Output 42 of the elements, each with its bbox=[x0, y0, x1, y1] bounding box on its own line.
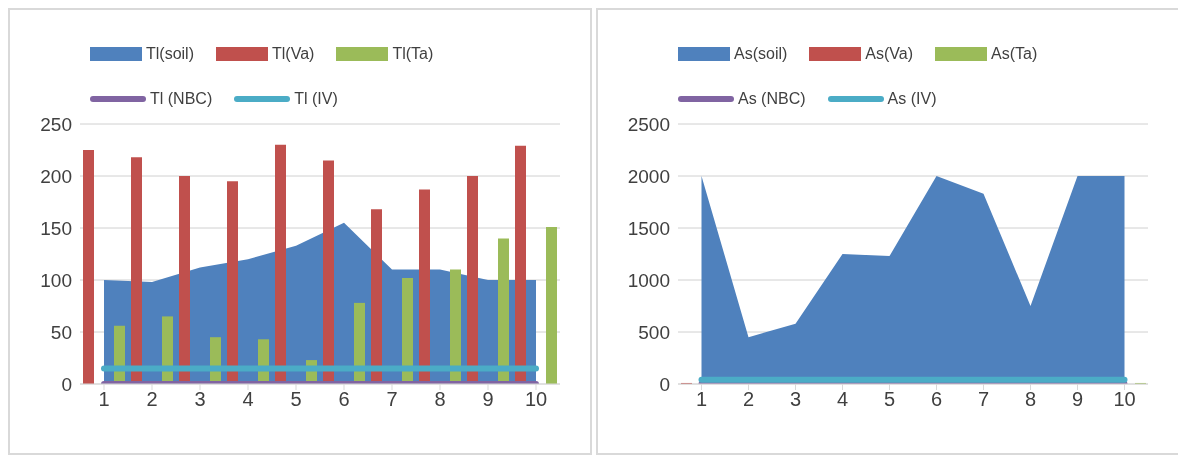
x-tick-label: 7 bbox=[977, 388, 990, 411]
x-tick-label: 6 bbox=[930, 388, 943, 411]
y-tick-label: 0 bbox=[61, 373, 72, 395]
legend-label: As (NBC) bbox=[737, 88, 806, 109]
x-tick-label: 2 bbox=[146, 388, 158, 411]
legend-label: As(soil) bbox=[733, 43, 788, 64]
y-tick-label: 1500 bbox=[627, 217, 670, 239]
x-tick-label: 6 bbox=[338, 388, 350, 411]
y-tick-label: 100 bbox=[40, 269, 72, 291]
legend-label: Tl (IV) bbox=[293, 88, 338, 109]
x-tick-label: 3 bbox=[789, 388, 802, 411]
legend-label: Tl (NBC) bbox=[149, 88, 213, 109]
x-tick-label: 9 bbox=[1071, 388, 1084, 411]
y-tick-label: 1000 bbox=[627, 269, 670, 291]
x-tick-label: 4 bbox=[242, 388, 254, 411]
legend-label: As (IV) bbox=[886, 88, 937, 109]
y-tick-label: 150 bbox=[40, 217, 72, 239]
y-tick-label: 500 bbox=[638, 321, 670, 343]
legend-label: As(Va) bbox=[864, 43, 914, 64]
legend-label: As(Ta) bbox=[990, 43, 1038, 64]
x-tick-label: 8 bbox=[434, 388, 446, 411]
x-tick-label: 5 bbox=[290, 388, 302, 411]
x-tick-label: 3 bbox=[194, 388, 206, 411]
x-tick-label: 9 bbox=[482, 388, 494, 411]
legend-label: Tl(Va) bbox=[271, 43, 315, 64]
y-tick-label: 2000 bbox=[627, 165, 670, 187]
x-tick-label: 5 bbox=[883, 388, 896, 411]
y-tick-label: 2500 bbox=[627, 113, 670, 135]
x-tick-label: 10 bbox=[524, 388, 548, 411]
x-tick-label: 7 bbox=[386, 388, 398, 411]
x-tick-label: 8 bbox=[1024, 388, 1037, 411]
x-tick-label: 2 bbox=[742, 388, 755, 411]
x-tick-label: 1 bbox=[695, 388, 708, 411]
x-tick-label: 1 bbox=[98, 388, 110, 411]
x-tick-label: 4 bbox=[836, 388, 849, 411]
y-tick-label: 200 bbox=[40, 165, 72, 187]
legend-label: Tl(soil) bbox=[145, 43, 194, 64]
y-tick-label: 250 bbox=[40, 113, 72, 135]
y-tick-label: 50 bbox=[50, 321, 72, 343]
legend-label: Tl(Ta) bbox=[391, 43, 434, 64]
x-tick-label: 10 bbox=[1113, 388, 1136, 411]
y-tick-label: 0 bbox=[659, 373, 670, 395]
